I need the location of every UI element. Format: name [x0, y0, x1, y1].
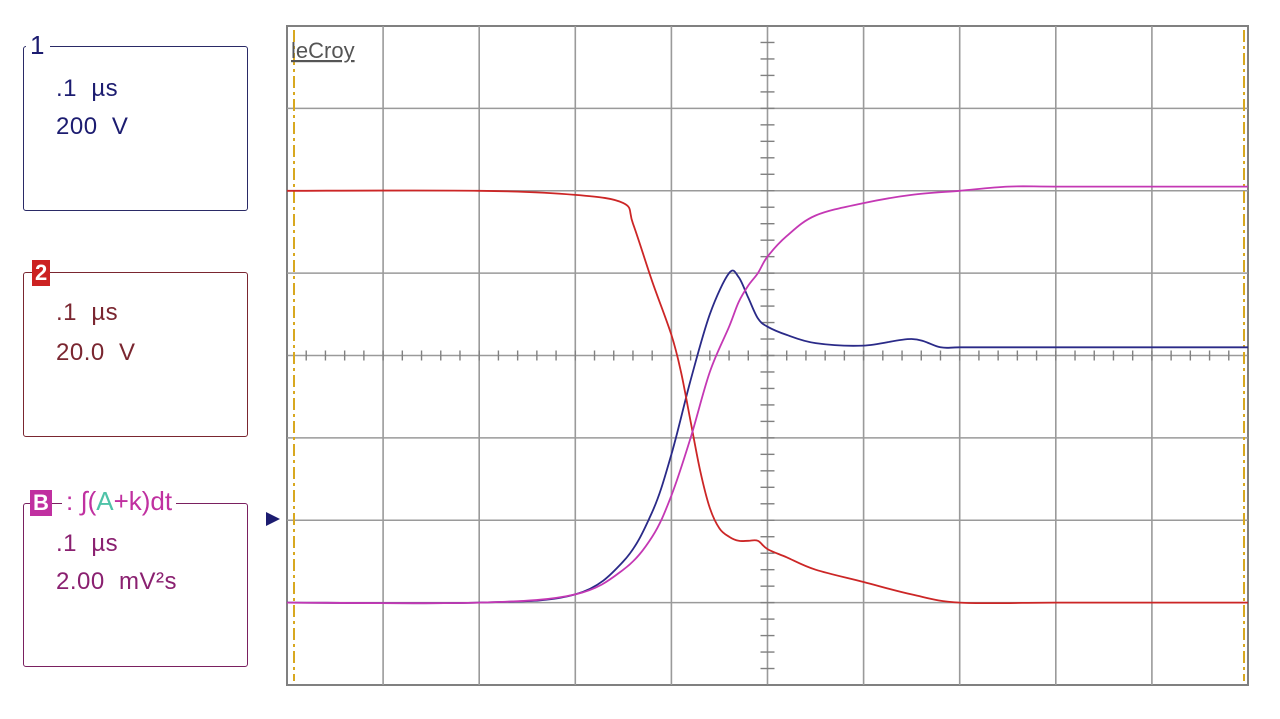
formula-prefix: : ∫(	[66, 486, 97, 516]
formula-suffix: +k)dt	[113, 486, 173, 516]
chB-volt-div: 2.00 mV²s	[56, 568, 178, 595]
trace-chB	[286, 185, 1248, 605]
traces	[286, 185, 1248, 605]
grid	[286, 25, 1249, 686]
chB-time-div: .1 µs	[56, 530, 119, 557]
ch1-badge[interactable]: 1	[26, 32, 51, 58]
ch2-volt-div: 20.0 V	[56, 339, 136, 366]
channel-2-panel[interactable]: .1 µs 20.0 V	[23, 272, 248, 437]
ch2-time-div: .1 µs	[56, 299, 119, 326]
formula-highlight: A	[96, 486, 114, 516]
trace-ch2	[286, 189, 1248, 605]
ch2-badge[interactable]: 2	[32, 260, 51, 286]
ch1-volt-div: 200 V	[56, 113, 129, 140]
ch1-time-div: .1 µs	[56, 75, 119, 102]
trace-ch1	[286, 269, 1248, 605]
brand-label: leCroy	[291, 38, 355, 63]
math-b-formula: : ∫(A+k)dt	[62, 486, 177, 517]
math-b-level-marker-icon[interactable]	[266, 512, 280, 526]
channel-1-panel[interactable]: .1 µs 200 V	[23, 46, 248, 211]
math-b-panel[interactable]: .1 µs 2.00 mV²s	[23, 503, 248, 667]
math-b-badge[interactable]: B	[30, 490, 52, 516]
